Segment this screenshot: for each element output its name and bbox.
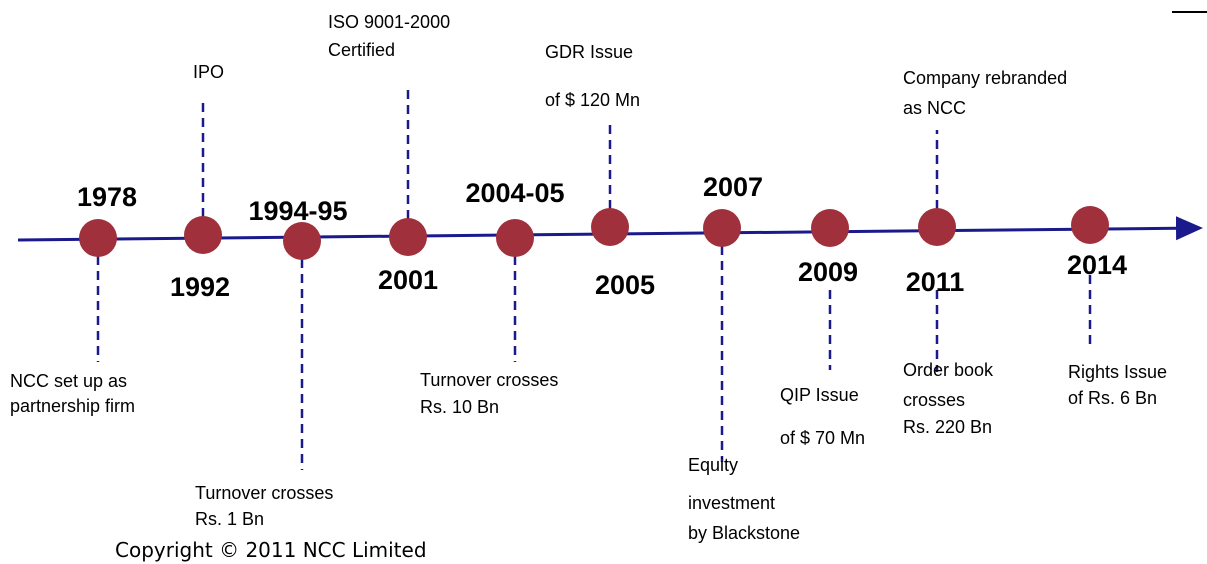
event-note: Order book xyxy=(903,360,994,380)
event-note: QIP Issue xyxy=(780,385,859,405)
event-note: Company rebranded xyxy=(903,68,1067,88)
event-note: of Rs. 6 Bn xyxy=(1068,388,1157,408)
events: NCC set up as partnership firm 1978 IPO 1992… xyxy=(10,12,1167,543)
event-marker xyxy=(591,208,629,246)
event-note: investment xyxy=(688,493,775,513)
event-year: 2014 xyxy=(1067,250,1127,280)
event-marker xyxy=(918,208,956,246)
event-note: NCC set up as xyxy=(10,371,127,391)
event-note: ISO 9001-2000 xyxy=(328,12,450,32)
event-note: GDR Issue xyxy=(545,42,633,62)
event-marker xyxy=(283,222,321,260)
event-note: of $ 120 Mn xyxy=(545,90,640,110)
event-marker xyxy=(811,209,849,247)
event-note: Rs. 10 Bn xyxy=(420,397,499,417)
event-year: 2001 xyxy=(378,265,438,295)
event-marker xyxy=(703,209,741,247)
event-marker xyxy=(184,216,222,254)
event-note: as NCC xyxy=(903,98,966,118)
event-note: crosses xyxy=(903,390,965,410)
event-year: 2004-05 xyxy=(465,178,564,208)
event-year: 2007 xyxy=(703,172,763,202)
event-note: by Blackstone xyxy=(688,523,800,543)
event-note: of $ 70 Mn xyxy=(780,428,865,448)
event-note: Rs. 1 Bn xyxy=(195,509,264,529)
event-year: 1978 xyxy=(77,182,137,212)
event-year: 2005 xyxy=(595,270,655,300)
event-year: 2009 xyxy=(798,257,858,287)
event-year: 2011 xyxy=(906,267,965,297)
event-note: Rs. 220 Bn xyxy=(903,417,992,437)
event-note: Turnover crosses xyxy=(420,370,558,390)
footer: Copyright © 2011 NCC Limited xyxy=(115,538,427,562)
event-year: 1994-95 xyxy=(248,196,347,226)
event-note: Rights Issue xyxy=(1068,362,1167,382)
event-year: 1992 xyxy=(170,272,230,302)
event-note: Certified xyxy=(328,40,395,60)
event-marker xyxy=(389,218,427,256)
event-note: partnership firm xyxy=(10,396,135,416)
event-marker xyxy=(496,219,534,257)
event-note: Equity xyxy=(688,455,738,475)
event-marker xyxy=(1071,206,1109,244)
event-note: Turnover crosses xyxy=(195,483,333,503)
event-note: IPO xyxy=(193,62,224,82)
event-marker xyxy=(79,219,117,257)
